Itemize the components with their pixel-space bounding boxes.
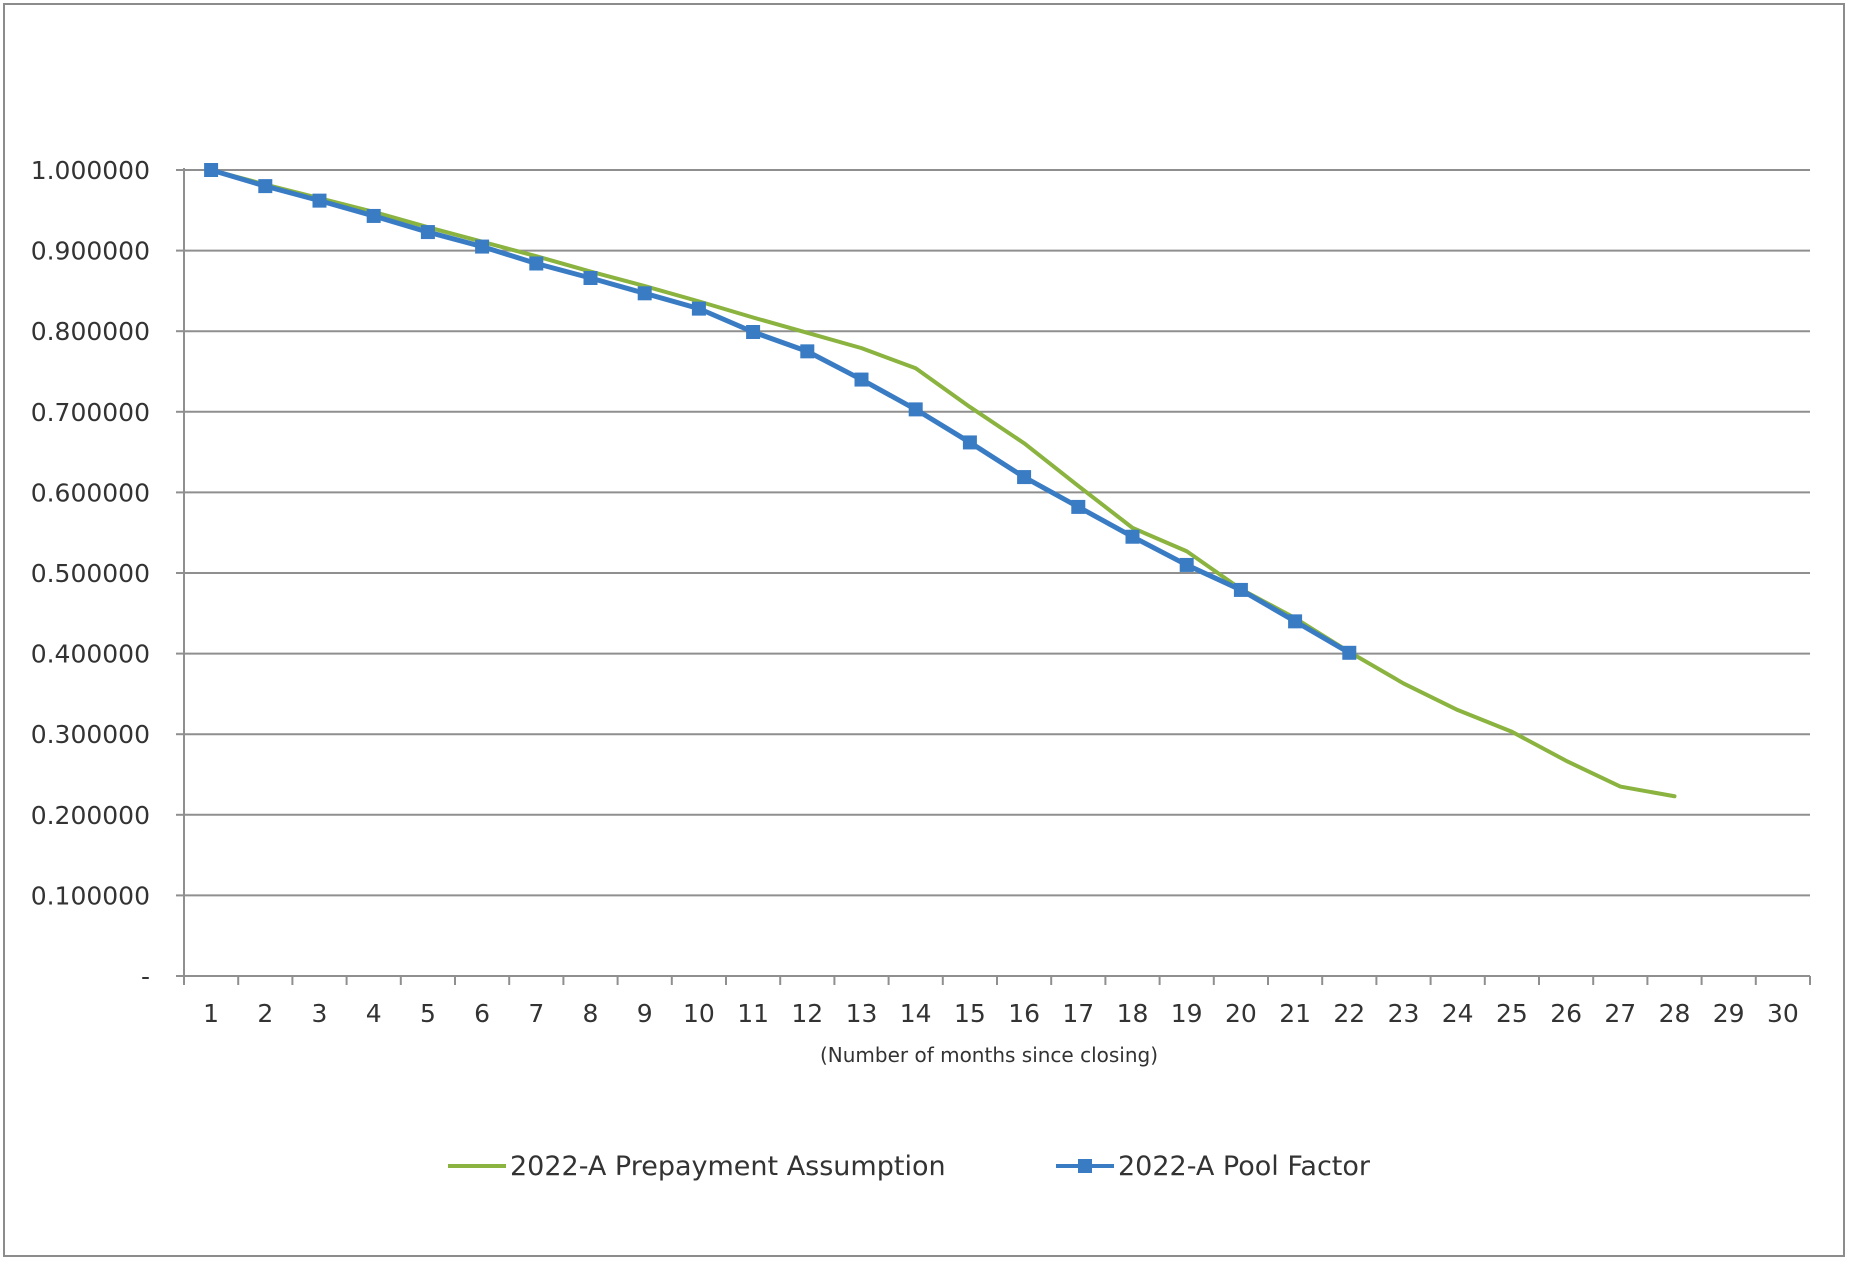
legend-marker-pool-factor xyxy=(1078,1159,1092,1173)
x-tick-label: 7 xyxy=(528,999,544,1028)
x-tick-label: 15 xyxy=(954,999,986,1028)
x-tick-label: 11 xyxy=(737,999,769,1028)
data-point-pool-factor xyxy=(637,286,652,301)
x-tick-label: 25 xyxy=(1496,999,1528,1028)
data-point-pool-factor xyxy=(312,193,327,208)
x-tick-label: 17 xyxy=(1062,999,1094,1028)
x-tick-label: 1 xyxy=(203,999,219,1028)
y-tick-label: 0.200000 xyxy=(31,801,150,830)
x-tick-label: 20 xyxy=(1225,999,1257,1028)
data-point-pool-factor xyxy=(691,301,706,316)
x-tick-label: 12 xyxy=(791,999,823,1028)
legend-label-pool-factor: 2022-A Pool Factor xyxy=(1118,1151,1371,1182)
x-tick-label: 6 xyxy=(474,999,490,1028)
x-tick-label: 2 xyxy=(257,999,273,1028)
x-axis-title: (Number of months since closing) xyxy=(820,1043,1158,1067)
x-tick-label: 30 xyxy=(1767,999,1799,1028)
data-point-pool-factor xyxy=(1017,470,1032,485)
series-lines xyxy=(204,163,1677,799)
y-tick-label: 0.800000 xyxy=(31,317,150,346)
data-point-pool-factor xyxy=(746,325,761,340)
legend-item-prepayment-assumption: 2022-A Prepayment Assumption xyxy=(448,1151,946,1182)
x-tick-label: 26 xyxy=(1550,999,1582,1028)
y-tick-label: 1.000000 xyxy=(31,156,150,185)
data-point-pool-factor xyxy=(583,271,598,286)
data-point-pool-factor xyxy=(908,402,923,417)
gridlines xyxy=(184,169,1810,897)
y-tick-label: 0.700000 xyxy=(31,398,150,427)
x-tick-label: 8 xyxy=(583,999,599,1028)
x-tick-label: 16 xyxy=(1008,999,1040,1028)
y-tick-label: 0.100000 xyxy=(31,881,150,910)
axes xyxy=(176,168,1811,985)
y-tick-label: 0.900000 xyxy=(31,237,150,266)
data-point-pool-factor xyxy=(258,179,273,194)
x-tick-label: 27 xyxy=(1604,999,1636,1028)
x-tick-label: 3 xyxy=(312,999,328,1028)
data-point-pool-factor xyxy=(1071,499,1086,514)
data-point-pool-factor xyxy=(475,239,490,254)
data-point-pool-factor xyxy=(529,256,544,271)
y-tick-label: - xyxy=(141,962,150,991)
data-point-pool-factor xyxy=(854,372,869,387)
legend: 2022-A Prepayment Assumption 2022-A Pool… xyxy=(448,1151,1371,1182)
data-point-pool-factor xyxy=(1288,614,1303,629)
x-tick-label: 21 xyxy=(1279,999,1311,1028)
x-tick-label: 29 xyxy=(1713,999,1745,1028)
y-axis-tick-labels: - 0.100000 0.200000 0.300000 0.400000 0.50000… xyxy=(31,156,150,991)
data-point-pool-factor xyxy=(800,344,815,359)
data-point-pool-factor xyxy=(366,208,381,223)
x-axis-tick-labels: 1 2 3 4 5 6 7 8 9 10 11 12 13 14 15 16 17 18 19 20 21 22 23 24 2… xyxy=(203,999,1799,1028)
data-point-pool-factor xyxy=(1125,529,1140,544)
y-tick-label: 0.300000 xyxy=(31,720,150,749)
x-tick-label: 4 xyxy=(366,999,382,1028)
legend-label-prepayment-assumption: 2022-A Prepayment Assumption xyxy=(510,1151,946,1182)
data-point-pool-factor xyxy=(204,163,219,177)
y-tick-label: 0.400000 xyxy=(31,640,150,669)
x-tick-label: 14 xyxy=(900,999,932,1028)
data-point-pool-factor xyxy=(1342,645,1357,660)
y-tick-label: 0.500000 xyxy=(31,559,150,588)
x-tick-label: 22 xyxy=(1333,999,1365,1028)
data-point-pool-factor xyxy=(1233,582,1248,597)
x-tick-label: 18 xyxy=(1117,999,1149,1028)
x-tick-label: 10 xyxy=(683,999,715,1028)
legend-item-pool-factor: 2022-A Pool Factor xyxy=(1056,1151,1371,1182)
series-line-prepayment-assumption xyxy=(209,168,1677,799)
chart-frame xyxy=(3,3,1845,1257)
x-tick-label: 9 xyxy=(637,999,653,1028)
x-tick-label: 28 xyxy=(1659,999,1691,1028)
x-tick-label: 5 xyxy=(420,999,436,1028)
series-line-pool-factor xyxy=(208,167,1352,656)
x-tick-label: 24 xyxy=(1442,999,1474,1028)
data-point-pool-factor xyxy=(1179,557,1194,572)
data-point-pool-factor xyxy=(420,225,435,240)
y-tick-label: 0.600000 xyxy=(31,478,150,507)
x-tick-label: 13 xyxy=(846,999,878,1028)
x-tick-label: 23 xyxy=(1388,999,1420,1028)
data-point-pool-factor xyxy=(962,435,977,450)
x-tick-label: 19 xyxy=(1171,999,1203,1028)
